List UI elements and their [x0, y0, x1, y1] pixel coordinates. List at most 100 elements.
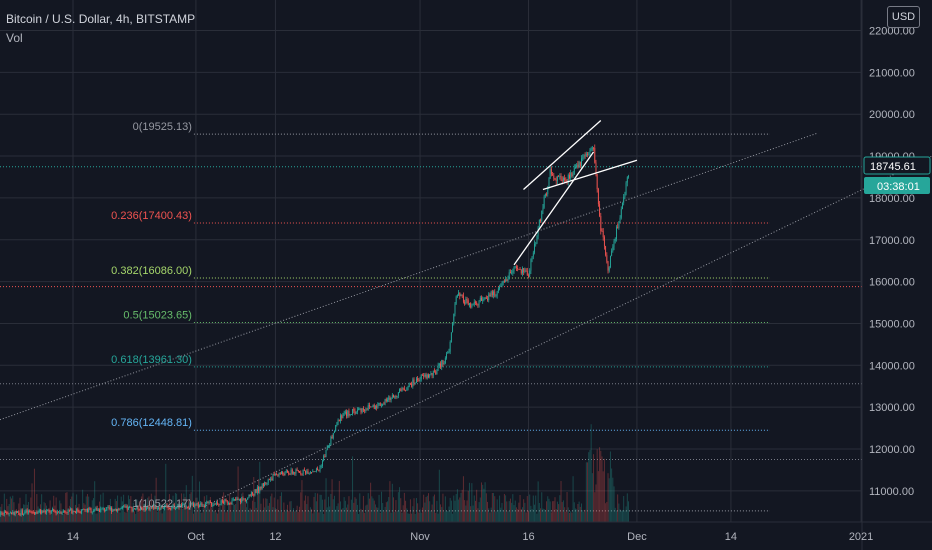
candle-body — [620, 208, 622, 218]
candle-body — [353, 409, 355, 411]
candle-body — [612, 246, 614, 251]
currency-button[interactable]: USD — [887, 6, 920, 28]
candle-body — [171, 506, 173, 510]
price-tick-label: 12000.00 — [869, 444, 915, 456]
candle-body — [405, 390, 407, 392]
candle-body — [115, 509, 117, 512]
volume-bar — [444, 496, 446, 522]
candle-body — [585, 153, 587, 156]
volume-bar — [621, 510, 623, 522]
candle-body — [372, 405, 374, 407]
volume-bar — [305, 495, 307, 522]
volume-bar — [511, 502, 513, 522]
volume-bar — [173, 508, 175, 522]
candle-body — [352, 409, 354, 415]
channel-line-1 — [513, 151, 595, 266]
candle-body — [26, 510, 28, 513]
volume-bar — [125, 512, 127, 522]
candle-body — [223, 501, 225, 504]
volume-bar — [203, 496, 205, 522]
channel-lines[interactable] — [513, 119, 638, 266]
candle-body — [530, 258, 532, 271]
candle-body — [613, 240, 615, 247]
volume-bar — [111, 511, 113, 522]
volume-indicator-label[interactable]: Vol — [6, 31, 23, 45]
candle-body — [307, 471, 309, 474]
candle-body — [235, 499, 237, 501]
candle-body — [93, 511, 94, 513]
volume-bar — [365, 505, 367, 522]
volume-bar — [538, 502, 540, 522]
candle-body — [193, 503, 194, 507]
candle-body — [389, 397, 391, 400]
candle-body — [166, 504, 168, 506]
volume-bar — [514, 500, 516, 522]
volume-bar — [132, 502, 134, 522]
volume-bar — [165, 463, 167, 522]
candle-body — [52, 509, 53, 511]
price-axis[interactable]: 22000.0021000.0020000.0019000.0018000.00… — [869, 26, 915, 498]
candle-body — [154, 506, 156, 510]
volume-bar — [454, 500, 456, 522]
candle-body — [490, 291, 492, 297]
candle-body — [91, 511, 93, 513]
candle-body — [107, 506, 109, 508]
candle-body — [599, 204, 601, 217]
volume-bar — [282, 512, 284, 522]
volume-bar — [172, 495, 174, 522]
volume-bar — [196, 497, 198, 522]
candle-body — [94, 510, 96, 512]
candle-body — [62, 510, 64, 513]
time-axis[interactable]: 14 Oct 12 Nov 16 Dec 14 2021 — [67, 531, 873, 543]
candle-body — [108, 506, 110, 510]
candle-body — [378, 403, 380, 404]
candle-body — [343, 413, 345, 416]
volume-bar — [280, 492, 282, 522]
candle-body — [126, 506, 128, 510]
candles — [0, 144, 629, 517]
volume-bar — [37, 506, 39, 522]
candle-body — [338, 419, 340, 422]
candle-body — [117, 508, 119, 512]
candle-body — [203, 505, 205, 508]
volume-bar — [406, 508, 408, 522]
volume-bar — [564, 507, 566, 522]
volume-bar — [349, 510, 351, 522]
volume-bar — [372, 498, 374, 522]
candle-body — [252, 492, 254, 495]
volume-bar — [300, 492, 302, 522]
candle-body — [48, 510, 50, 511]
volume-bar — [103, 507, 105, 522]
volume-bar — [267, 505, 269, 522]
volume-bar — [279, 495, 281, 522]
volume-bar — [556, 501, 558, 522]
candle-body — [306, 471, 308, 474]
volume-bar — [12, 495, 14, 522]
symbol-title[interactable]: Bitcoin / U.S. Dollar, 4h, BITSTAMP — [6, 12, 196, 26]
candle-body — [136, 505, 138, 509]
volume-bar — [14, 512, 16, 522]
candle-body — [170, 508, 172, 510]
candle-body — [515, 266, 517, 268]
candle-body — [265, 482, 267, 484]
volume-bar — [162, 510, 164, 522]
volume-bar — [166, 506, 168, 522]
candle-body — [55, 511, 57, 514]
volume-bar — [124, 511, 126, 522]
candle-body — [212, 505, 214, 506]
candle-body — [294, 472, 296, 474]
candle-body — [207, 501, 209, 503]
candle-body — [150, 507, 152, 508]
candle-body — [414, 382, 416, 384]
candle-body — [253, 494, 255, 496]
volume-bar — [301, 480, 303, 522]
candle-body — [608, 267, 610, 271]
volume-bar — [559, 495, 561, 522]
candle-body — [376, 406, 378, 408]
candle-body — [494, 291, 496, 296]
volume-bar — [211, 508, 213, 522]
volume-bar — [543, 508, 545, 522]
candle-body — [279, 473, 281, 474]
candle-body — [337, 419, 339, 423]
